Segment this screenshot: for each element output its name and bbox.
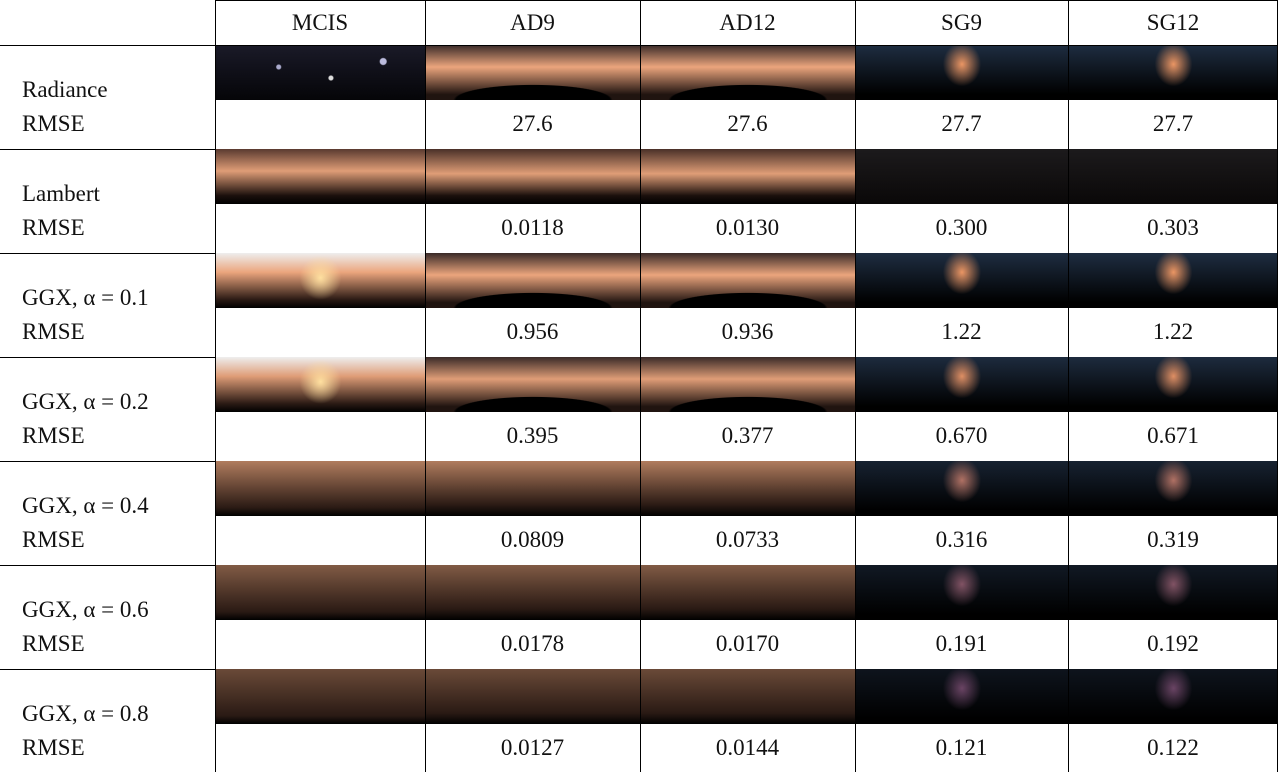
rmse-value: 0.936 <box>721 319 774 344</box>
rmse-value: 0.956 <box>506 319 559 344</box>
column-header: AD12 <box>719 9 776 35</box>
rmse-value: 27.6 <box>512 111 553 136</box>
row-label: GGX, α = 0.4 <box>22 493 149 518</box>
rmse-value: 0.300 <box>935 215 988 240</box>
column-divider <box>640 0 641 772</box>
render-image <box>216 461 425 516</box>
render-image <box>1069 565 1278 620</box>
render-image <box>641 45 855 100</box>
render-image <box>426 45 640 100</box>
column-divider <box>1068 0 1069 772</box>
metric-label: RMSE <box>22 319 85 344</box>
rmse-value: 0.377 <box>721 423 774 448</box>
rmse-value: 0.0170 <box>715 631 780 656</box>
metric-label: RMSE <box>22 735 85 760</box>
rmse-value: 1.22 <box>941 319 982 344</box>
render-image <box>1069 669 1278 724</box>
row-label: GGX, α = 0.2 <box>22 389 149 414</box>
render-image <box>641 149 855 204</box>
column-header: SG12 <box>1146 9 1200 35</box>
render-image <box>641 461 855 516</box>
rmse-value: 0.303 <box>1147 215 1199 240</box>
render-image <box>216 149 425 204</box>
row-label: Radiance <box>22 77 108 102</box>
render-image <box>856 45 1068 100</box>
column-divider <box>215 0 216 772</box>
row-label: GGX, α = 0.8 <box>22 701 149 726</box>
render-image <box>216 253 425 308</box>
header-divider <box>0 45 1278 46</box>
rmse-value: 0.121 <box>935 735 988 760</box>
render-image <box>641 357 855 412</box>
column-header: AD9 <box>510 9 555 35</box>
rmse-value: 27.7 <box>941 111 982 136</box>
render-image <box>426 461 640 516</box>
render-image <box>216 357 425 412</box>
render-image <box>856 357 1068 412</box>
rmse-value: 0.316 <box>935 527 988 552</box>
rmse-value: 0.191 <box>935 631 988 656</box>
row-label: GGX, α = 0.1 <box>22 285 149 310</box>
rmse-value: 0.0144 <box>715 735 780 760</box>
rmse-value: 0.395 <box>506 423 559 448</box>
metric-label: RMSE <box>22 215 85 240</box>
render-image <box>856 565 1068 620</box>
metric-label: RMSE <box>22 111 85 136</box>
column-header: MCIS <box>291 9 349 35</box>
render-image <box>1069 149 1278 204</box>
top-border <box>215 0 1278 1</box>
render-image <box>216 669 425 724</box>
render-image <box>1069 461 1278 516</box>
rmse-value: 1.22 <box>1152 319 1194 344</box>
render-image <box>856 669 1068 724</box>
column-divider <box>855 0 856 772</box>
render-image <box>426 253 640 308</box>
rmse-value: 0.0118 <box>501 215 564 240</box>
rmse-value: 0.670 <box>935 423 988 448</box>
render-image <box>1069 45 1278 100</box>
column-divider <box>425 0 426 772</box>
column-header: SG9 <box>941 9 982 35</box>
rmse-value: 0.671 <box>1147 423 1199 448</box>
rmse-value: 0.0130 <box>715 215 780 240</box>
render-image <box>216 565 425 620</box>
render-image <box>856 253 1068 308</box>
render-image <box>641 565 855 620</box>
render-image <box>641 253 855 308</box>
render-image <box>426 669 640 724</box>
render-image <box>856 461 1068 516</box>
rmse-value: 0.0127 <box>500 735 565 760</box>
rmse-value: 27.7 <box>1152 111 1194 136</box>
render-image <box>641 669 855 724</box>
rmse-value: 0.192 <box>1147 631 1199 656</box>
row-label: GGX, α = 0.6 <box>22 597 149 622</box>
render-image <box>426 565 640 620</box>
rmse-value: 0.319 <box>1147 527 1199 552</box>
rmse-value: 0.0733 <box>715 527 780 552</box>
render-image <box>1069 253 1278 308</box>
rmse-value: 27.6 <box>727 111 768 136</box>
render-image <box>426 149 640 204</box>
render-image <box>856 149 1068 204</box>
metric-label: RMSE <box>22 631 85 656</box>
render-image <box>426 357 640 412</box>
render-image <box>216 45 425 100</box>
rmse-value: 0.122 <box>1147 735 1199 760</box>
metric-label: RMSE <box>22 527 85 552</box>
metric-label: RMSE <box>22 423 85 448</box>
rmse-value: 0.0178 <box>500 631 565 656</box>
render-image <box>1069 357 1278 412</box>
row-label: Lambert <box>22 181 100 206</box>
rmse-value: 0.0809 <box>500 527 565 552</box>
